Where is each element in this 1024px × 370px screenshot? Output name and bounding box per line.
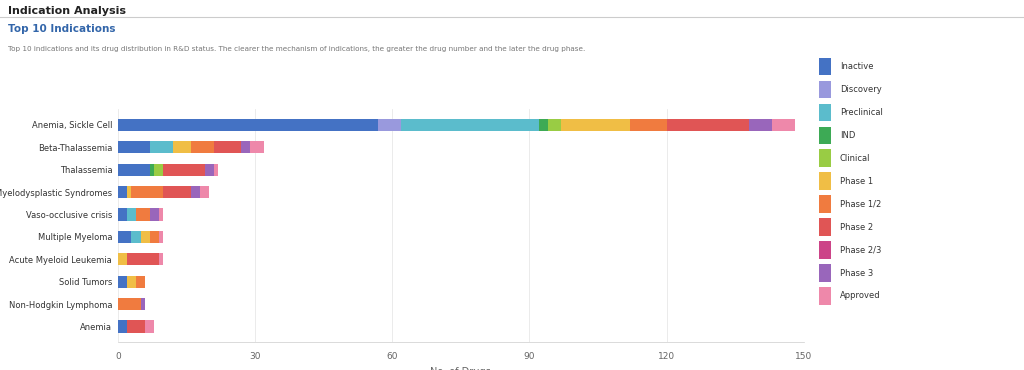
Bar	[200, 186, 209, 198]
Bar	[118, 141, 150, 154]
Bar	[561, 119, 630, 131]
Bar	[145, 320, 155, 333]
Text: Phase 2/3: Phase 2/3	[840, 246, 881, 255]
Bar	[118, 253, 127, 266]
Bar	[127, 186, 131, 198]
Bar	[205, 164, 214, 176]
Bar	[118, 119, 379, 131]
Bar	[164, 186, 190, 198]
Bar	[150, 141, 173, 154]
Bar	[127, 320, 145, 333]
Bar	[155, 164, 164, 176]
Bar	[164, 164, 205, 176]
Text: Top 10 indications and its drug distribution in R&D status. The clearer the mech: Top 10 indications and its drug distribu…	[8, 46, 586, 52]
Text: Phase 2: Phase 2	[840, 223, 872, 232]
Bar	[150, 208, 159, 221]
Bar	[131, 231, 140, 243]
Bar	[173, 141, 190, 154]
Bar	[127, 253, 159, 266]
Bar	[127, 208, 136, 221]
Bar	[190, 186, 200, 198]
Bar	[118, 298, 140, 310]
Bar	[150, 231, 159, 243]
Bar	[630, 119, 667, 131]
Bar	[379, 119, 401, 131]
Bar	[548, 119, 561, 131]
Bar	[749, 119, 772, 131]
Bar	[118, 164, 150, 176]
Text: Clinical: Clinical	[840, 154, 870, 163]
Bar	[401, 119, 539, 131]
Bar	[159, 253, 164, 266]
Bar	[127, 276, 136, 288]
Bar	[140, 298, 145, 310]
Text: Indication Analysis: Indication Analysis	[8, 6, 126, 16]
Bar	[118, 276, 127, 288]
Bar	[159, 231, 164, 243]
Bar	[667, 119, 749, 131]
Bar	[150, 164, 155, 176]
Bar	[140, 231, 150, 243]
Bar	[118, 186, 127, 198]
Text: Phase 1/2: Phase 1/2	[840, 200, 881, 209]
Bar	[118, 231, 131, 243]
Bar	[190, 141, 214, 154]
Bar	[539, 119, 548, 131]
Text: Discovery: Discovery	[840, 85, 882, 94]
Bar	[136, 208, 150, 221]
Bar	[214, 164, 218, 176]
Bar	[159, 208, 164, 221]
Text: Inactive: Inactive	[840, 62, 873, 71]
Text: IND: IND	[840, 131, 855, 140]
Bar	[118, 320, 127, 333]
Text: Top 10 Indications: Top 10 Indications	[8, 24, 116, 34]
Bar	[131, 186, 164, 198]
Bar	[251, 141, 264, 154]
Bar	[118, 208, 127, 221]
Bar	[242, 141, 251, 154]
Text: Approved: Approved	[840, 292, 881, 300]
Bar	[214, 141, 242, 154]
Text: Phase 1: Phase 1	[840, 177, 872, 186]
Bar	[772, 119, 795, 131]
X-axis label: No. of Drugs: No. of Drugs	[430, 367, 492, 370]
Text: Phase 3: Phase 3	[840, 269, 872, 278]
Text: Preclinical: Preclinical	[840, 108, 883, 117]
Bar	[136, 276, 145, 288]
